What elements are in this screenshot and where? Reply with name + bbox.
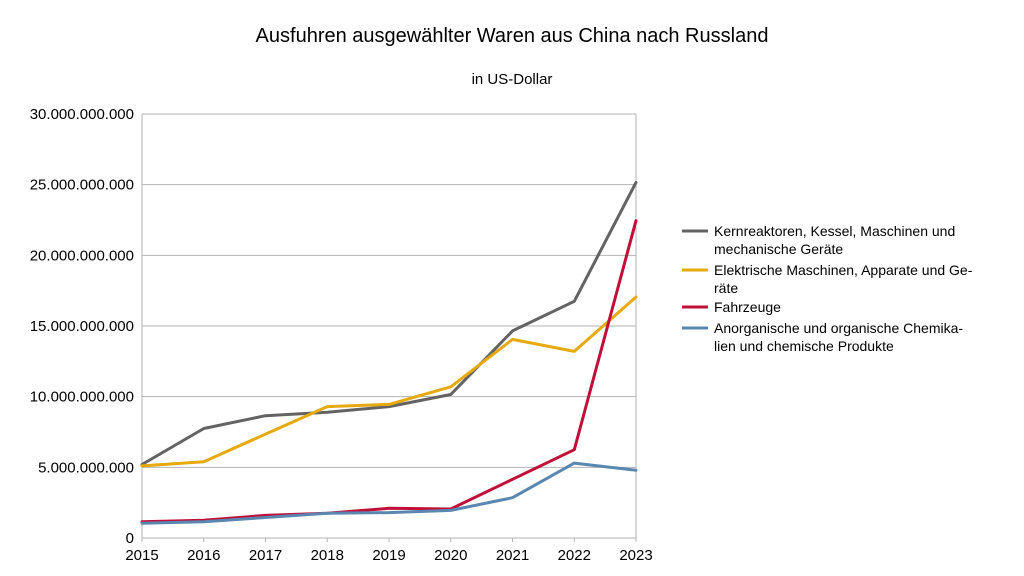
- x-tick-label: 2017: [249, 547, 282, 564]
- legend-label: Elektrische Maschinen, Apparate und Ge-: [714, 262, 973, 278]
- gridlines: [141, 113, 637, 539]
- x-tick-label: 2022: [558, 547, 591, 564]
- x-axis-ticks: 2015 2016 2017 2018 2019 2020 2021 2022 2023: [125, 538, 653, 564]
- legend-label: Anorganische und organische Chemika-: [714, 320, 963, 336]
- x-tick-label: 2019: [372, 547, 405, 564]
- series-line-1: [140, 181, 638, 466]
- legend-label: lien und chemische Produkte: [714, 338, 894, 354]
- y-tick-label: 25.000.000.000: [30, 177, 134, 194]
- x-tick-label: 2021: [496, 547, 529, 564]
- x-tick-label: 2023: [619, 547, 652, 564]
- series-line-2: [140, 295, 638, 468]
- legend-label: Fahrzeuge: [714, 299, 781, 315]
- x-tick-label: 2020: [434, 547, 467, 564]
- legend-label: Kernreaktoren, Kessel, Maschinen und: [714, 223, 955, 239]
- series-line-3: [140, 219, 638, 524]
- x-tick-label: 2016: [187, 547, 220, 564]
- chart-title: Ausfuhren ausgewählter Waren aus China n…: [256, 25, 769, 47]
- legend-label: räte: [714, 280, 738, 296]
- chart-subtitle: in US-Dollar: [472, 71, 553, 88]
- x-tick-label: 2015: [125, 547, 158, 564]
- y-axis-ticks: 0 5.000.000.000 10.000.000.000 15.000.000.0…: [30, 106, 134, 547]
- y-tick-label: 30.000.000.000: [30, 106, 134, 123]
- series-lines: [140, 181, 638, 525]
- legend-label: mechanische Geräte: [714, 241, 843, 257]
- y-tick-label: 20.000.000.000: [30, 247, 134, 264]
- legend: Kernreaktoren, Kessel, Maschinen und mech…: [682, 223, 973, 354]
- y-tick-label: 10.000.000.000: [30, 389, 134, 406]
- y-tick-label: 5.000.000.000: [38, 459, 134, 476]
- x-tick-label: 2018: [311, 547, 344, 564]
- series-line-4: [140, 461, 638, 525]
- y-tick-label: 15.000.000.000: [30, 318, 134, 335]
- y-tick-label: 0: [126, 530, 134, 547]
